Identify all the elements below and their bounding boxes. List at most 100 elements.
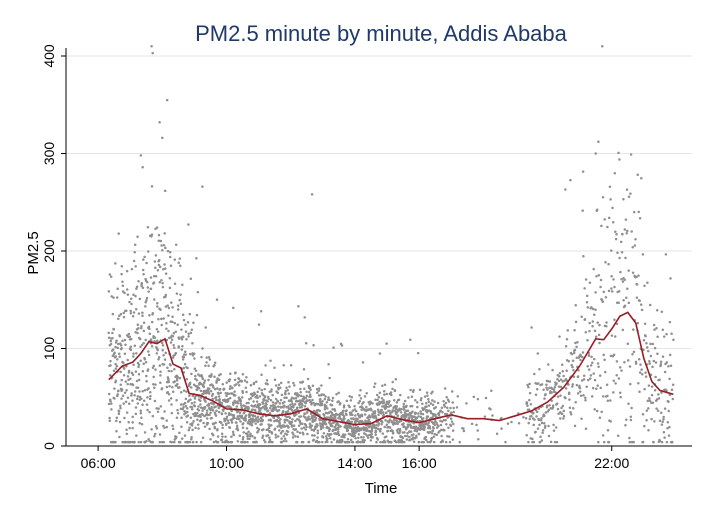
- data-point: [188, 426, 191, 429]
- data-point: [552, 388, 556, 391]
- data-point: [167, 329, 170, 333]
- data-point: [141, 370, 145, 373]
- data-point: [281, 429, 285, 433]
- data-point: [211, 409, 215, 412]
- data-point: [217, 392, 220, 396]
- data-point: [126, 382, 129, 386]
- data-point: [133, 440, 136, 444]
- data-point: [626, 287, 629, 291]
- data-point: [252, 381, 256, 385]
- data-point: [598, 341, 601, 345]
- data-point: [557, 385, 561, 388]
- data-point: [622, 198, 625, 201]
- data-point: [305, 425, 308, 429]
- data-point: [277, 405, 280, 408]
- data-point: [162, 317, 165, 320]
- data-point: [168, 255, 172, 259]
- data-point: [342, 404, 346, 407]
- data-point: [390, 393, 393, 397]
- data-point: [648, 397, 651, 400]
- data-point: [301, 380, 305, 384]
- data-point: [216, 435, 220, 438]
- data-point: [129, 311, 133, 315]
- data-point: [382, 401, 386, 404]
- data-point: [562, 409, 566, 413]
- data-point: [149, 338, 153, 341]
- data-point: [620, 369, 623, 372]
- data-point: [195, 257, 198, 260]
- data-point: [651, 365, 654, 369]
- data-point: [195, 313, 199, 317]
- data-point: [132, 363, 135, 367]
- data-point: [648, 360, 651, 363]
- data-point: [256, 396, 259, 400]
- data-point: [146, 250, 150, 253]
- data-point: [602, 353, 605, 357]
- data-point: [364, 432, 367, 436]
- data-point: [178, 386, 181, 389]
- data-point: [309, 401, 313, 404]
- data-point: [194, 374, 197, 378]
- data-point: [422, 417, 425, 420]
- data-point: [280, 440, 283, 444]
- data-point: [147, 387, 150, 390]
- data-point: [133, 250, 136, 254]
- data-point: [295, 413, 298, 416]
- data-point: [326, 440, 329, 444]
- data-point: [322, 413, 326, 417]
- data-point: [625, 188, 629, 191]
- data-point: [230, 440, 234, 444]
- data-point: [637, 274, 640, 277]
- data-point: [189, 277, 193, 281]
- data-point: [366, 424, 369, 427]
- data-point: [627, 195, 631, 198]
- data-point: [391, 380, 394, 384]
- data-point: [638, 217, 642, 220]
- data-point: [137, 365, 140, 369]
- data-point: [611, 206, 614, 210]
- data-point: [156, 339, 159, 343]
- data-point: [225, 381, 228, 384]
- data-point: [428, 425, 431, 428]
- data-point: [629, 153, 633, 156]
- data-point: [162, 440, 166, 444]
- data-point: [264, 440, 267, 444]
- data-point: [642, 339, 646, 342]
- data-point: [152, 274, 156, 278]
- data-point: [213, 427, 217, 430]
- data-point: [141, 389, 144, 393]
- data-point: [138, 390, 141, 393]
- data-point: [119, 312, 123, 316]
- data-point: [571, 359, 575, 363]
- data-point: [432, 435, 436, 439]
- data-point: [425, 422, 428, 426]
- data-point: [561, 404, 565, 408]
- data-point: [267, 426, 271, 430]
- data-point: [134, 406, 138, 409]
- data-point: [146, 396, 149, 399]
- data-point: [376, 398, 379, 402]
- data-point: [153, 260, 157, 263]
- data-point: [140, 423, 144, 426]
- data-point: [269, 406, 272, 410]
- data-point: [226, 419, 230, 422]
- data-point: [601, 434, 605, 437]
- data-point: [585, 294, 589, 298]
- data-point: [193, 357, 196, 360]
- data-point: [551, 368, 554, 372]
- data-point: [542, 421, 546, 425]
- data-point: [653, 346, 657, 350]
- data-point: [631, 353, 634, 356]
- data-point: [300, 405, 303, 409]
- data-point: [215, 409, 218, 412]
- data-point: [189, 398, 192, 401]
- data-point: [305, 411, 309, 414]
- data-point: [652, 359, 656, 363]
- data-point: [588, 281, 592, 284]
- data-point: [215, 395, 218, 399]
- data-point: [116, 393, 119, 396]
- data-point: [431, 399, 434, 402]
- data-point: [380, 397, 384, 400]
- data-point: [336, 428, 340, 431]
- data-point: [270, 423, 273, 427]
